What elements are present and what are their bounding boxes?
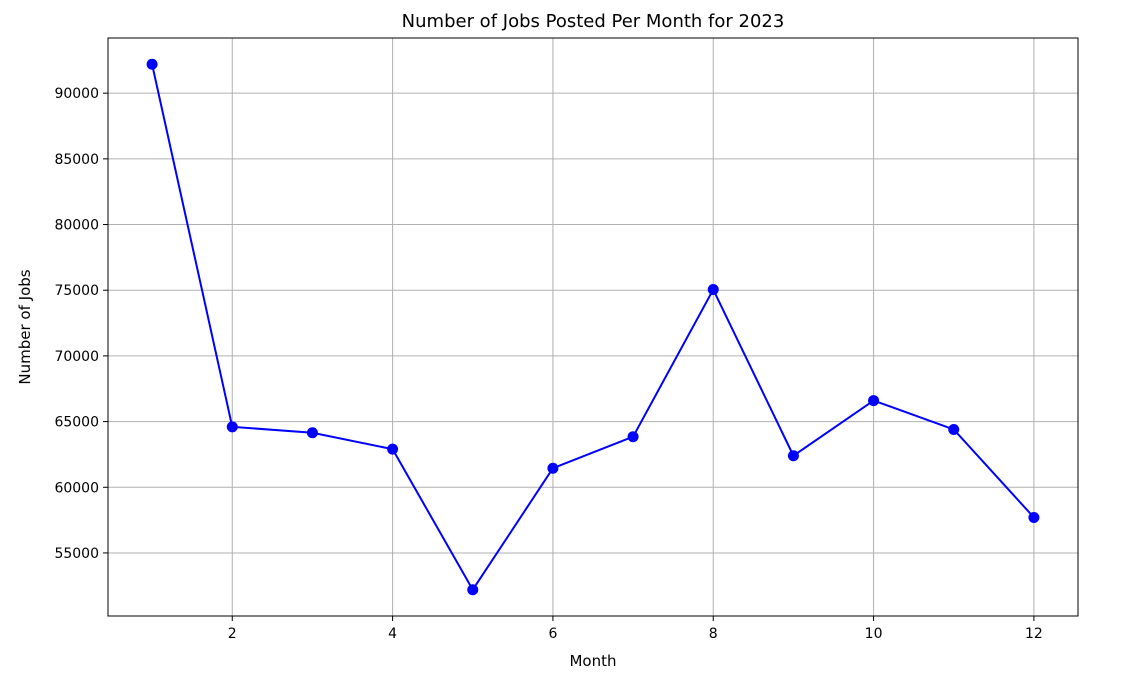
data-point <box>226 421 238 433</box>
data-point <box>306 427 318 439</box>
data-point <box>787 450 799 462</box>
y-tick-label: 65000 <box>54 415 99 431</box>
plot-frame <box>107 37 1079 617</box>
data-point <box>868 395 880 407</box>
x-axis-label: Month <box>569 652 616 670</box>
x-tick-label: 4 <box>388 626 397 642</box>
y-tick-label: 55000 <box>54 546 99 562</box>
x-tick-label: 6 <box>548 626 557 642</box>
data-point <box>707 284 719 296</box>
series <box>146 58 1040 596</box>
y-tick-label: 80000 <box>54 218 99 234</box>
y-tick-label: 75000 <box>54 283 99 299</box>
data-point <box>387 443 399 455</box>
data-point <box>1028 511 1040 523</box>
x-tick-label: 10 <box>865 626 883 642</box>
chart-title: Number of Jobs Posted Per Month for 2023 <box>402 11 785 32</box>
data-point <box>467 584 479 596</box>
x-axis-ticks: 2 4 6 8 10 12 <box>228 616 1043 642</box>
data-point <box>146 58 158 70</box>
y-tick-label: 90000 <box>54 86 99 102</box>
y-tick-label: 70000 <box>54 349 99 365</box>
y-axis-ticks: 55000 60000 65000 70000 75000 80000 85000 90000 <box>54 86 108 562</box>
data-point <box>547 462 559 474</box>
x-tick-label: 8 <box>709 626 718 642</box>
y-tick-label: 85000 <box>54 152 99 168</box>
grid <box>108 38 1078 616</box>
data-point <box>948 423 960 435</box>
y-tick-label: 60000 <box>54 480 99 496</box>
x-tick-label: 12 <box>1025 626 1043 642</box>
y-axis-label: Number of Jobs <box>16 269 34 384</box>
x-tick-label: 2 <box>228 626 237 642</box>
series-line <box>151 64 1035 592</box>
data-point <box>627 431 639 443</box>
